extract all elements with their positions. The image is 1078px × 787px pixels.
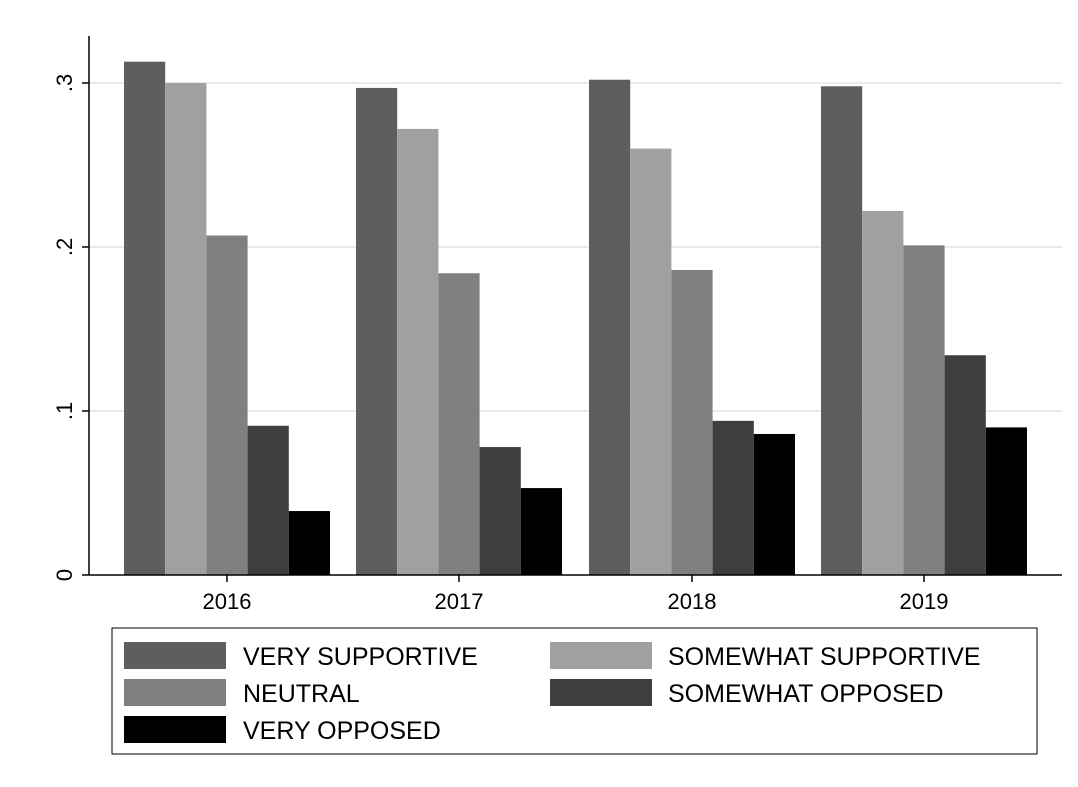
y-tick-label: .2: [52, 238, 77, 256]
x-tick-label: 2016: [203, 589, 252, 614]
y-ticks: 0 .1 .2 .3: [52, 74, 89, 581]
legend: VERY SUPPORTIVE SOMEWHAT SUPPORTIVE NEUTRA…: [111, 627, 1038, 755]
bar: [520, 488, 562, 575]
bar: [206, 235, 248, 575]
x-tick-label: 2017: [435, 589, 484, 614]
bar: [288, 511, 330, 575]
y-tick-label: .1: [52, 402, 77, 420]
bar: [821, 86, 863, 575]
x-ticks: 2016 2017 2018 2019: [203, 575, 949, 614]
bar: [356, 87, 398, 576]
legend-label: NEUTRAL: [243, 680, 360, 708]
y-tick-label: .3: [52, 74, 77, 92]
bar: [630, 148, 672, 575]
bars: [124, 61, 1027, 576]
bar: [712, 420, 754, 575]
bar: [589, 79, 631, 575]
legend-swatch: [550, 679, 652, 706]
legend-label: VERY OPPOSED: [243, 717, 441, 745]
x-tick-label: 2018: [668, 589, 717, 614]
bar: [247, 425, 289, 575]
axes: [88, 36, 1062, 576]
y-tick-label: 0: [52, 569, 77, 581]
bar: [753, 433, 795, 575]
bar: [862, 210, 904, 576]
legend-swatch: [124, 679, 226, 706]
bar: [903, 245, 945, 576]
legend-swatch: [550, 642, 652, 669]
legend-label: VERY SUPPORTIVE: [243, 643, 478, 671]
bar: [985, 427, 1027, 575]
bar: [397, 128, 439, 576]
legend-label: SOMEWHAT OPPOSED: [668, 680, 944, 708]
bar: [438, 273, 480, 575]
legend-swatch: [124, 716, 226, 743]
bar: [124, 61, 166, 576]
bar: [165, 83, 207, 575]
x-tick-label: 2019: [900, 589, 949, 614]
bar: [479, 447, 521, 575]
legend-label: SOMEWHAT SUPPORTIVE: [668, 643, 981, 671]
legend-swatch: [124, 642, 226, 669]
bar: [944, 355, 986, 575]
bar: [671, 269, 713, 575]
